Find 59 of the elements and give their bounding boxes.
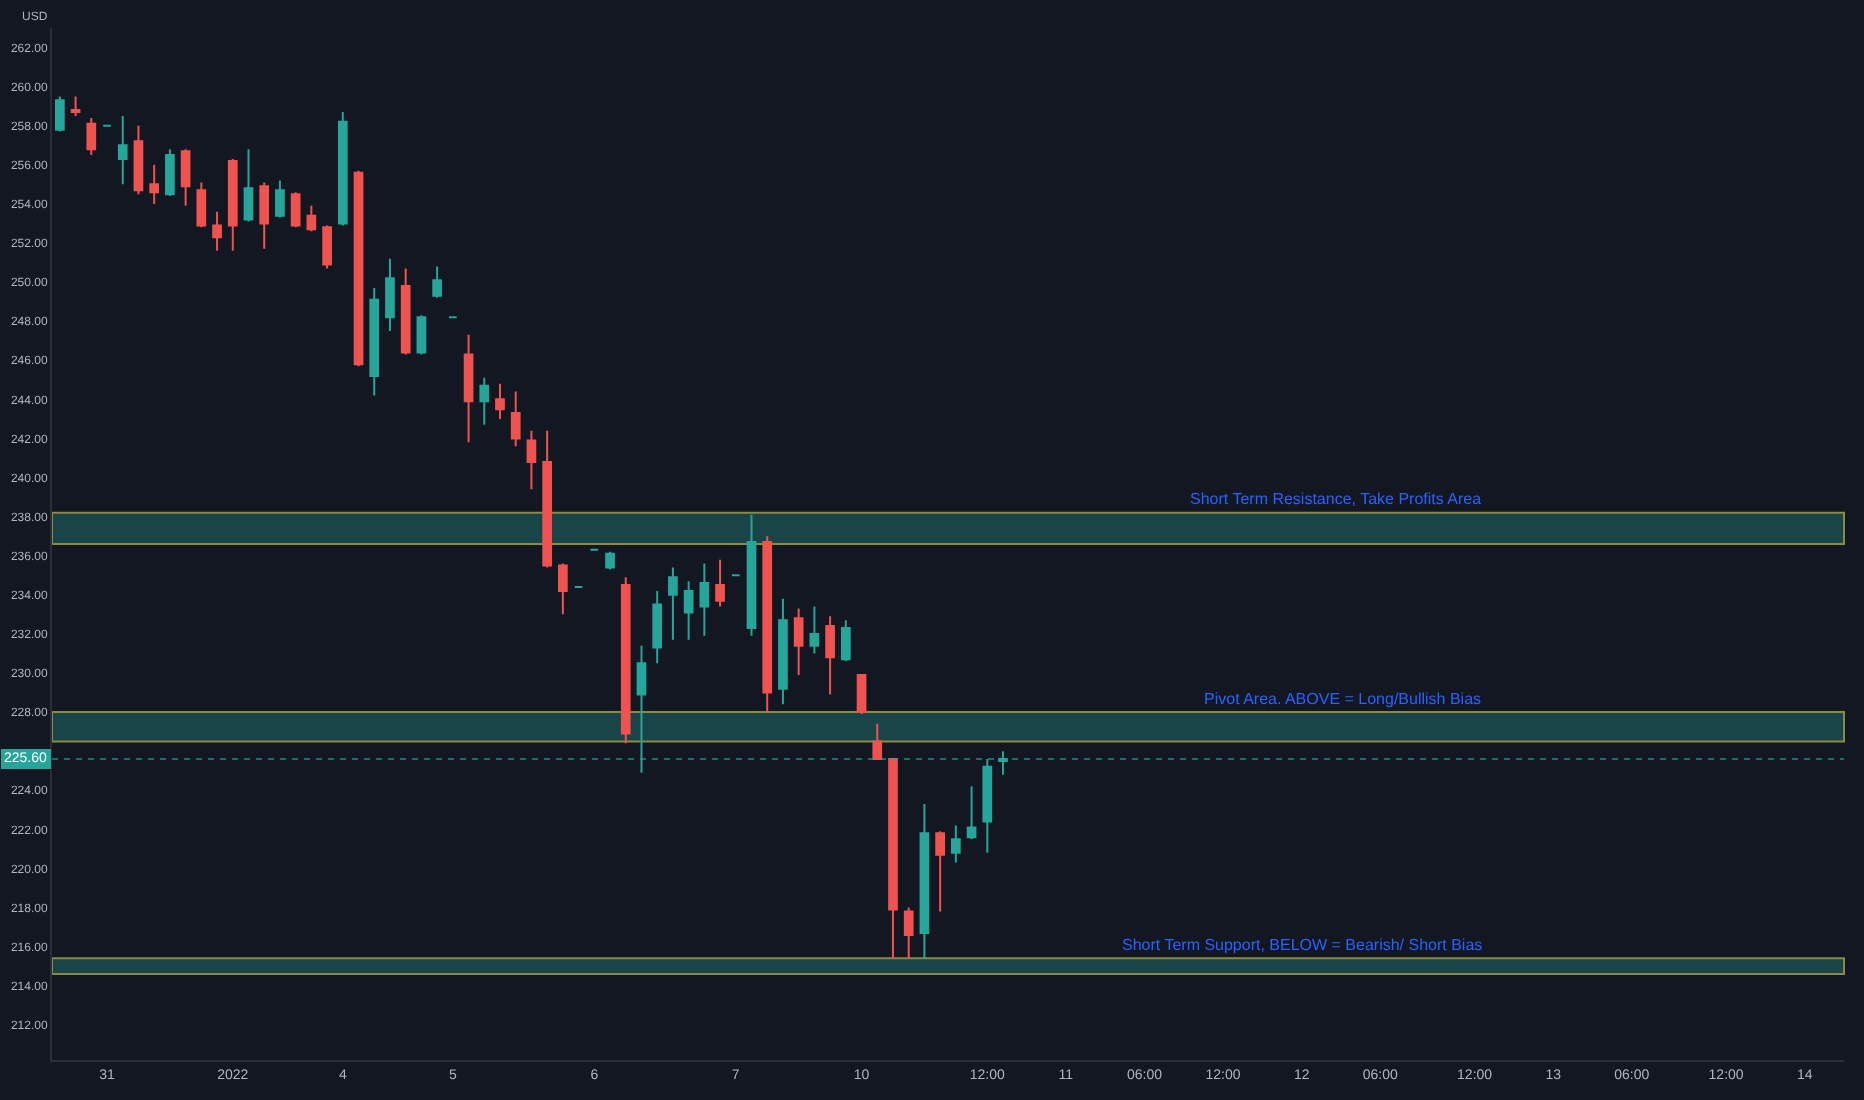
candlestick: [966, 785, 977, 841]
candlestick: [620, 576, 631, 745]
candlestick: [165, 148, 175, 198]
candlestick: [919, 802, 930, 960]
candlestick: [385, 257, 395, 332]
candlestick: [856, 673, 867, 716]
candlestick: [180, 148, 191, 207]
candlestick: [526, 429, 537, 491]
candlestick: [715, 558, 725, 608]
candlestick: [495, 382, 505, 420]
band-label: Short Term Support, BELOW = Bearish/ Short Bias: [1122, 936, 1483, 954]
candlestick: [337, 111, 348, 227]
candlestick: [652, 589, 663, 665]
candlestick: [840, 619, 851, 663]
candlestick: [416, 314, 427, 356]
candlestick: [212, 210, 222, 252]
candlestick: [55, 95, 65, 133]
candlestick: [70, 95, 81, 117]
candlestick: [668, 566, 678, 641]
candlestick: [149, 163, 160, 205]
candlestick: [227, 157, 238, 252]
candlestick: [243, 148, 254, 223]
candlestick: [778, 597, 788, 706]
candlestick: [322, 224, 332, 270]
candlestick: [982, 758, 993, 854]
candlestick: [605, 550, 615, 571]
candlestick: [290, 191, 301, 229]
candlestick: [793, 607, 804, 676]
candlestick: [542, 429, 552, 569]
candlestick: [762, 535, 773, 714]
candlestick: [558, 562, 568, 616]
band-label: Pivot Area. ABOVE = Long/Bullish Bias: [1204, 690, 1482, 708]
candlestick: [117, 114, 128, 186]
candlestick: [369, 286, 380, 397]
candlestick: [353, 169, 364, 368]
candlestick: [86, 116, 97, 157]
band-label: Short Term Resistance, Take Profits Area: [1190, 490, 1483, 508]
candlestick: [275, 179, 285, 219]
candlestick: [888, 758, 898, 960]
candlestick: [133, 124, 144, 196]
candlestick: [699, 562, 710, 637]
candlestick: [306, 204, 317, 233]
candlestick: [196, 181, 207, 229]
candlestick: [746, 513, 757, 637]
candlestick: [636, 644, 647, 774]
candlestick: [463, 333, 474, 444]
candlestick: [903, 906, 914, 960]
candlestick: [683, 580, 694, 641]
candlestick: [479, 376, 490, 426]
candlestick: [809, 605, 820, 655]
candlestick: [951, 824, 961, 864]
candlestick: [432, 265, 442, 299]
candlestick: [825, 615, 835, 696]
candlestick: [872, 722, 883, 760]
candlestick: [998, 750, 1008, 776]
candlestick: [400, 267, 411, 356]
candlestick: [259, 181, 270, 250]
candlestick: [510, 390, 521, 448]
candlestick: [935, 830, 945, 913]
